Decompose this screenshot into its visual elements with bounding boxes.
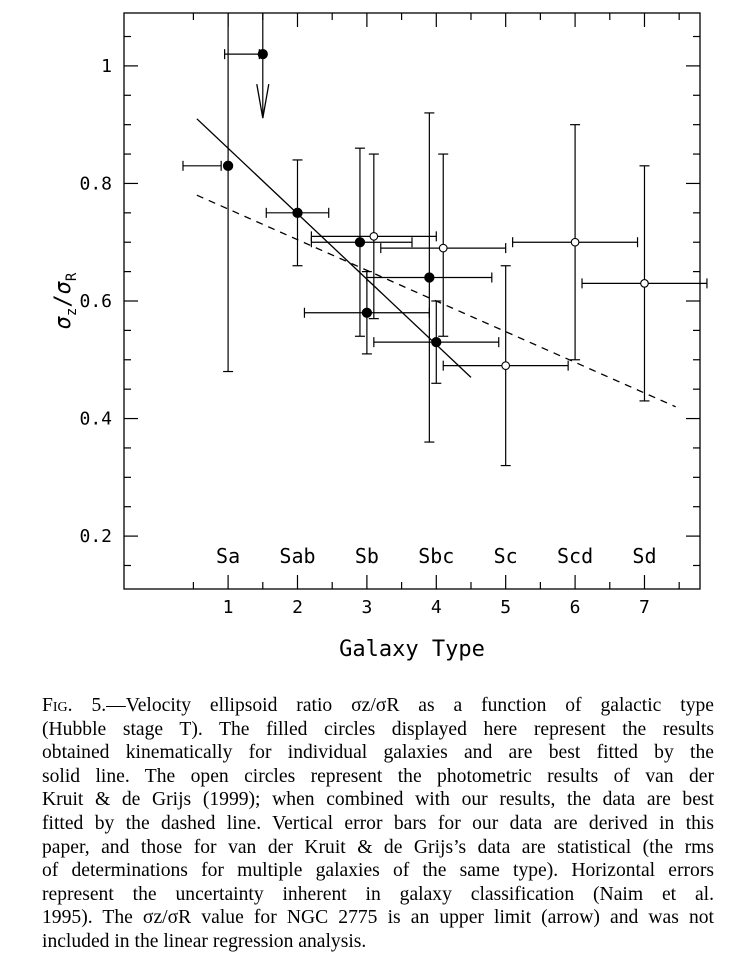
filled-data-point [361, 307, 373, 318]
plot-frame [123, 12, 701, 590]
x-tick-label: 4 [431, 597, 442, 618]
type-label: Sab [279, 544, 315, 568]
caption-line-4: solid line. The open circles represent t… [42, 765, 714, 787]
caption-line-8: of determinations for multiple galaxies … [42, 860, 714, 882]
caption-line-11: included in the linear regression analys… [42, 930, 367, 952]
open-data-point [369, 231, 379, 241]
x-tick-label: 2 [292, 597, 303, 618]
open-data-point [570, 237, 580, 247]
figure: 1 2 3 4 5 6 7 0.2 0.4 0.6 0.8 1 Sa Sab Sb Sbc Sc Scd Sd G… [51, 12, 708, 662]
caption-line-6: fitted by the dashed line. Vertical erro… [42, 812, 714, 834]
open-data-point [438, 243, 448, 253]
caption-line-1: —Velocity ellipsoid ratio σz/σR as a fun… [106, 695, 714, 716]
caption-line-10: 1995). The σz/σR value for NGC 2775 is a… [42, 907, 714, 929]
upper-limit-arrow [256, 84, 270, 119]
y-tick-label: 0.8 [79, 173, 112, 194]
filled-data-point [222, 160, 234, 171]
type-label: Sbc [418, 544, 454, 568]
caption-line-9: represent the uncertainty inherent in ga… [42, 883, 714, 905]
open-data-point [501, 361, 511, 371]
type-label: Sb [355, 544, 379, 568]
x-tick-label: 6 [570, 597, 581, 618]
y-tick-label: 0.4 [79, 409, 112, 430]
x-tick-label: 1 [223, 597, 234, 618]
filled-data-point [354, 237, 366, 248]
filled-data-point [257, 48, 268, 60]
filled-data-point [292, 207, 303, 218]
svg-text:σz/σR: σz/σR [51, 272, 80, 329]
type-label: Sd [632, 544, 656, 568]
type-label: Scd [557, 544, 593, 568]
caption-line-5: Kruit & de Grijs (1999); when combined w… [42, 789, 714, 811]
y-tick-label: 0.6 [79, 291, 112, 312]
type-label: Sc [494, 544, 518, 568]
x-tick-label: 7 [639, 597, 650, 618]
y-tick-label: 1 [101, 56, 112, 77]
type-label: Sa [216, 544, 240, 568]
solid-fit-line [196, 118, 472, 378]
scatter-plot: 1 2 3 4 5 6 7 0.2 0.4 0.6 0.8 1 Sa Sab Sb Sbc Sc Scd Sd G… [51, 12, 708, 662]
caption-line-7: paper, and those for van der Kruit & de … [42, 836, 714, 858]
figure-label: Fig. 5. [42, 695, 107, 716]
x-tick-label: 3 [361, 597, 372, 618]
caption-line-3: obtained kinematically for individual ga… [42, 742, 714, 764]
open-data-point [640, 279, 649, 288]
x-axis-label: Galaxy Type [339, 637, 485, 662]
y-axis-label: σz/σR [51, 272, 80, 329]
filled-data-point [424, 272, 435, 283]
filled-data-point [431, 336, 442, 348]
caption-line-2: (Hubble stage T). The filled circles dis… [42, 718, 714, 740]
figure-caption: Fig. 5.—Velocity ellipsoid ratio σz/σR a… [42, 694, 714, 954]
y-tick-label: 0.2 [79, 526, 112, 547]
x-tick-label: 5 [500, 597, 511, 618]
